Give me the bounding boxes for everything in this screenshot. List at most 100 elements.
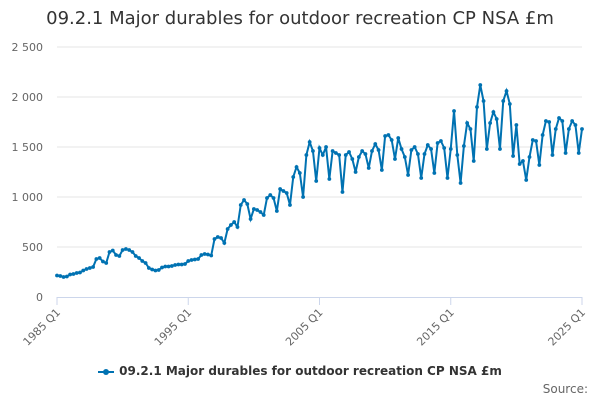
data-point[interactable]	[389, 138, 394, 142]
data-point[interactable]	[232, 220, 237, 224]
data-point[interactable]	[288, 203, 292, 207]
data-point[interactable]	[156, 268, 161, 272]
data-point[interactable]	[406, 173, 410, 177]
data-point[interactable]	[278, 187, 283, 191]
data-point[interactable]	[297, 171, 302, 175]
data-point[interactable]	[71, 272, 76, 276]
data-point[interactable]	[186, 259, 191, 263]
data-point[interactable]	[97, 256, 102, 260]
data-point[interactable]	[330, 149, 335, 153]
data-point[interactable]	[350, 157, 355, 161]
data-point[interactable]	[320, 153, 325, 157]
data-point[interactable]	[235, 225, 240, 229]
data-point[interactable]	[104, 261, 109, 265]
data-point[interactable]	[471, 159, 476, 163]
data-point[interactable]	[373, 142, 378, 146]
data-point[interactable]	[580, 127, 584, 131]
data-point[interactable]	[347, 150, 351, 154]
legend[interactable]: 09.2.1 Major durables for outdoor recrea…	[0, 364, 600, 378]
data-point[interactable]	[356, 155, 361, 159]
data-point[interactable]	[64, 274, 69, 279]
data-point[interactable]	[314, 179, 319, 183]
data-point[interactable]	[189, 258, 194, 262]
data-point[interactable]	[455, 153, 460, 157]
data-point[interactable]	[183, 262, 187, 266]
data-point[interactable]	[537, 163, 542, 167]
data-point[interactable]	[540, 133, 545, 137]
data-point[interactable]	[61, 275, 66, 279]
data-point[interactable]	[514, 123, 519, 127]
data-point[interactable]	[311, 149, 315, 153]
data-point[interactable]	[87, 266, 92, 270]
data-point[interactable]	[409, 148, 414, 152]
data-point[interactable]	[173, 263, 178, 267]
data-point[interactable]	[206, 252, 210, 257]
data-point[interactable]	[215, 235, 220, 239]
data-point[interactable]	[68, 272, 73, 277]
data-point[interactable]	[324, 145, 328, 149]
data-point[interactable]	[120, 248, 125, 252]
data-point[interactable]	[386, 133, 391, 137]
data-point[interactable]	[209, 253, 214, 258]
data-point[interactable]	[265, 196, 269, 200]
data-point[interactable]	[484, 147, 489, 151]
data-point[interactable]	[107, 250, 112, 254]
data-point[interactable]	[117, 254, 122, 258]
data-point[interactable]	[521, 159, 525, 163]
data-point[interactable]	[294, 165, 299, 169]
data-point[interactable]	[517, 162, 522, 166]
data-point[interactable]	[91, 265, 95, 269]
data-point[interactable]	[442, 146, 447, 150]
data-point[interactable]	[150, 267, 155, 272]
data-point[interactable]	[176, 262, 181, 267]
data-point[interactable]	[196, 257, 200, 261]
data-point[interactable]	[439, 139, 443, 143]
data-point[interactable]	[429, 147, 433, 151]
data-point[interactable]	[114, 253, 118, 257]
data-point[interactable]	[448, 147, 453, 151]
data-point[interactable]	[94, 257, 99, 261]
data-point[interactable]	[491, 110, 496, 114]
data-point[interactable]	[238, 203, 243, 207]
data-point[interactable]	[137, 256, 141, 260]
data-point[interactable]	[393, 157, 397, 161]
data-point[interactable]	[146, 266, 151, 270]
data-point[interactable]	[412, 145, 417, 149]
data-point[interactable]	[307, 140, 312, 144]
data-point[interactable]	[78, 270, 82, 275]
data-point[interactable]	[475, 105, 479, 109]
data-point[interactable]	[55, 273, 59, 278]
data-point[interactable]	[261, 213, 266, 217]
data-point[interactable]	[360, 149, 365, 153]
data-point[interactable]	[229, 223, 233, 227]
data-point[interactable]	[81, 268, 86, 273]
data-point[interactable]	[363, 152, 368, 156]
data-point[interactable]	[488, 121, 493, 125]
data-point[interactable]	[222, 241, 227, 245]
data-point[interactable]	[127, 248, 132, 252]
data-point[interactable]	[461, 144, 466, 148]
data-point[interactable]	[416, 152, 420, 156]
data-point[interactable]	[402, 155, 407, 159]
data-point[interactable]	[419, 176, 424, 180]
data-point[interactable]	[527, 155, 532, 159]
data-point[interactable]	[501, 99, 506, 103]
data-point[interactable]	[84, 267, 89, 271]
data-point[interactable]	[291, 175, 296, 179]
data-point[interactable]	[452, 109, 456, 113]
data-point[interactable]	[301, 195, 305, 199]
data-point[interactable]	[524, 178, 529, 182]
data-point[interactable]	[202, 252, 207, 256]
data-point[interactable]	[544, 119, 548, 123]
data-point[interactable]	[396, 136, 401, 140]
data-point[interactable]	[304, 153, 309, 157]
data-point[interactable]	[219, 236, 223, 240]
data-point[interactable]	[550, 153, 555, 157]
data-point[interactable]	[547, 120, 552, 124]
data-point[interactable]	[481, 99, 486, 103]
data-point[interactable]	[468, 127, 473, 131]
data-point[interactable]	[268, 193, 273, 197]
data-point[interactable]	[566, 127, 571, 131]
data-point[interactable]	[225, 227, 230, 231]
data-point[interactable]	[140, 259, 145, 263]
